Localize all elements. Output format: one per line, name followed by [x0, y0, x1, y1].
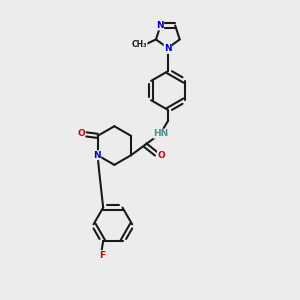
- Text: HN: HN: [153, 129, 169, 138]
- Text: F: F: [99, 250, 105, 260]
- Text: O: O: [158, 151, 165, 160]
- Text: O: O: [77, 129, 85, 138]
- Text: CH₃: CH₃: [132, 40, 147, 49]
- Text: N: N: [156, 21, 164, 30]
- Text: N: N: [93, 151, 101, 160]
- Text: N: N: [164, 44, 172, 53]
